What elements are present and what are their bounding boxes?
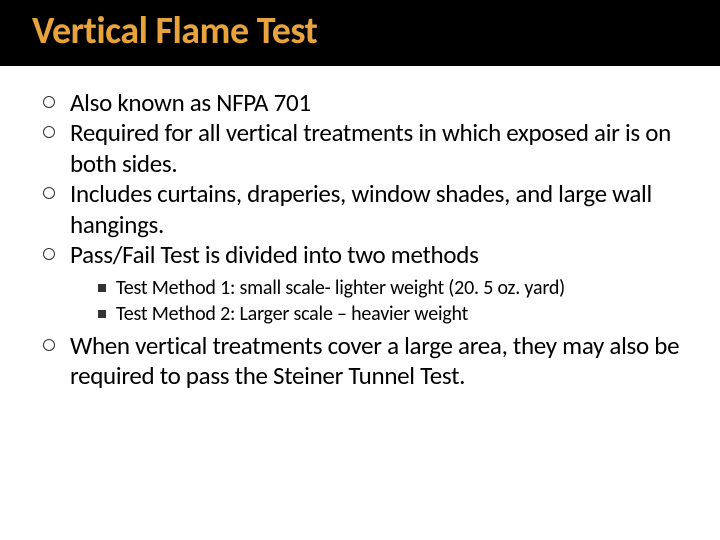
list-item: When vertical treatments cover a large a… bbox=[40, 331, 690, 392]
list-item: Test Method 2: Larger scale – heavier we… bbox=[94, 301, 690, 327]
slide-title: Vertical Flame Test bbox=[32, 8, 317, 54]
bullet-text: Includes curtains, draperies, window sha… bbox=[70, 178, 652, 240]
sub-bullet-text: Test Method 2: Larger scale – heavier we… bbox=[116, 302, 468, 326]
bullet-text: Also known as NFPA 701 bbox=[70, 87, 311, 118]
list-item: Required for all vertical treatments in … bbox=[40, 118, 690, 179]
bullet-text: When vertical treatments cover a large a… bbox=[70, 330, 679, 392]
list-item: Pass/Fail Test is divided into two metho… bbox=[40, 240, 690, 327]
content-area: Also known as NFPA 701 Required for all … bbox=[0, 66, 720, 392]
bullet-text: Required for all vertical treatments in … bbox=[70, 117, 671, 179]
sub-bullet-list: Test Method 1: small scale- lighter weig… bbox=[70, 275, 690, 327]
title-bar: Vertical Flame Test bbox=[0, 0, 720, 66]
list-item: Also known as NFPA 701 bbox=[40, 88, 690, 119]
bullet-list: Also known as NFPA 701 Required for all … bbox=[40, 88, 690, 392]
bullet-text: Pass/Fail Test is divided into two metho… bbox=[70, 239, 479, 270]
sub-bullet-text: Test Method 1: small scale- lighter weig… bbox=[116, 276, 565, 300]
slide: Vertical Flame Test Also known as NFPA 7… bbox=[0, 0, 720, 540]
list-item: Includes curtains, draperies, window sha… bbox=[40, 179, 690, 240]
list-item: Test Method 1: small scale- lighter weig… bbox=[94, 275, 690, 301]
